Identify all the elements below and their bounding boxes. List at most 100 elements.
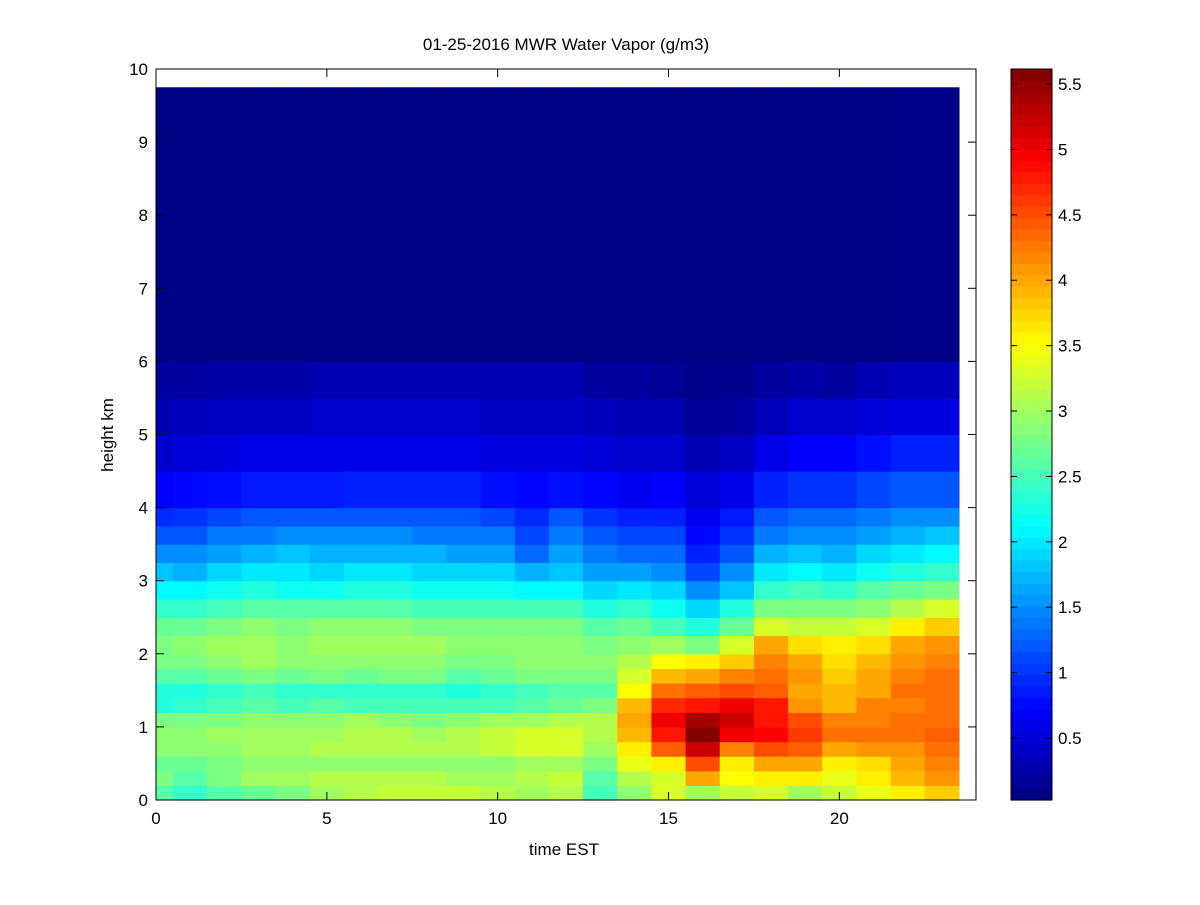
y-tick-label: 0 [139,791,148,810]
colorbar-segment [1011,468,1052,481]
colorbar-segment [1011,662,1052,675]
heatmap-cell [275,741,311,757]
heatmap-cell [651,525,687,545]
heatmap-cell [822,544,858,564]
heatmap-cell [173,756,208,772]
heatmap-cell [822,507,858,527]
heatmap-cell [753,756,789,772]
heatmap-cell [514,741,550,757]
heatmap-cell [890,726,926,743]
heatmap-cell [173,741,208,757]
heatmap-cell [275,525,311,545]
heatmap-cell [156,544,174,564]
colorbar-segment [1011,628,1052,641]
heatmap-cell [617,544,653,564]
heatmap-cell [156,580,174,600]
heatmap-cell [241,653,277,670]
heatmap-cell [719,785,755,801]
heatmap-cell [446,668,482,684]
heatmap-cell [207,580,243,600]
heatmap-cell [753,668,789,684]
heatmap-cell [241,683,277,699]
heatmap-cell [719,525,755,545]
colorbar-segment [1011,525,1052,538]
heatmap-cell [856,471,892,509]
colorbar-segment [1011,765,1052,778]
heatmap-cell [753,397,789,436]
colorbar-segment [1011,720,1052,733]
colorbar-segment [1011,240,1052,253]
heatmap-cell [378,471,413,509]
heatmap-cell [788,668,823,684]
colorbar-segment [1011,788,1052,801]
heatmap-cell [378,726,413,743]
heatmap-cell [156,361,174,399]
colorbar-segment [1011,445,1052,458]
heatmap-cell [856,397,892,436]
heatmap-cell [446,712,482,728]
heatmap-cell [719,397,755,436]
heatmap-cell [822,361,858,399]
heatmap-cell [548,770,584,786]
heatmap-cell [890,598,926,618]
heatmap-cell [924,726,960,743]
heatmap-cell [719,580,755,600]
heatmap-cell [753,653,789,670]
heatmap-cell [378,617,413,637]
heatmap-cell [719,770,755,786]
heatmap-cell [378,87,413,363]
colorbar-segment [1011,754,1052,767]
heatmap-cell [207,697,243,713]
heatmap-cell [343,770,379,786]
heatmap-cell [412,770,448,786]
heatmap-cell [275,434,311,472]
heatmap-cell [890,741,926,757]
heatmap-cell [514,712,550,728]
heatmap-cell [822,726,858,743]
heatmap-cell [480,87,516,363]
heatmap-cell [309,598,345,618]
heatmap-cell [207,507,243,527]
colorbar-segment [1011,286,1052,299]
heatmap-cell [275,635,311,655]
heatmap-cell [275,697,311,713]
heatmap-cell [685,756,721,772]
heatmap-cell [207,683,243,699]
heatmap-cell [378,562,413,582]
heatmap-cell [583,712,618,728]
heatmap-cell [207,726,243,743]
heatmap-cell [924,544,960,564]
heatmap-cell [788,87,823,363]
heatmap-cell [788,397,823,436]
heatmap-cell [548,507,584,527]
heatmap-cell [275,507,311,527]
heatmap-cell [788,726,823,743]
heatmap-cell [309,741,345,757]
heatmap-cell [890,525,926,545]
heatmap-cell [856,598,892,618]
heatmap-cell [548,598,584,618]
heatmap-cell [173,598,208,618]
heatmap-cell [480,361,516,399]
heatmap-cell [514,598,550,618]
heatmap-cell [685,635,721,655]
heatmap-cell [156,697,174,713]
colorbar-segment [1011,640,1052,653]
heatmap-cell [856,562,892,582]
heatmap-cell [309,683,345,699]
heatmap-cell [685,507,721,527]
heatmap-cell [156,598,174,618]
heatmap-cell [617,562,653,582]
heatmap-cell [719,635,755,655]
heatmap-cell [156,434,174,472]
colorbar-segment [1011,457,1052,470]
heatmap-cell [890,434,926,472]
heatmap-cell [275,683,311,699]
heatmap-cell [514,580,550,600]
heatmap-cell [156,617,174,637]
heatmap-cell [753,87,789,363]
heatmap-cell [343,683,379,699]
heatmap-cell [548,617,584,637]
heatmap-cell [275,653,311,670]
chart-title: 01-25-2016 MWR Water Vapor (g/m3) [423,35,709,54]
